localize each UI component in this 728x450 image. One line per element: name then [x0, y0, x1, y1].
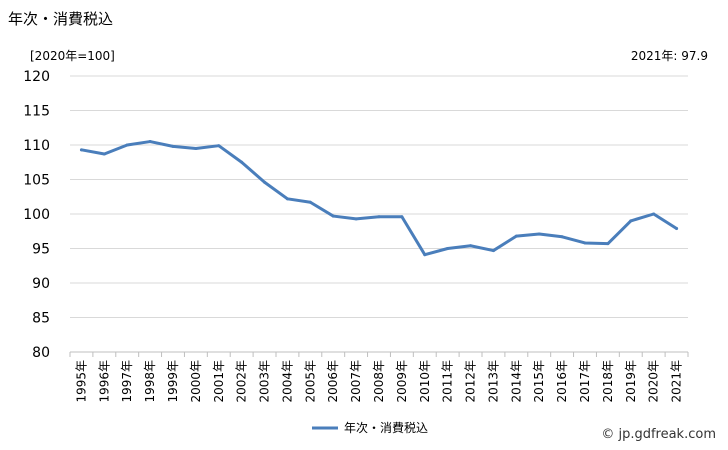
- y-tick-label: 110: [23, 138, 50, 154]
- x-tick-label: 2008年: [372, 360, 386, 403]
- x-tick-label: 2001年: [212, 360, 226, 403]
- data-point: [263, 180, 267, 184]
- x-tick-label: 2002年: [235, 360, 249, 403]
- y-tick-label: 100: [23, 207, 50, 223]
- source-credit: © jp.gdfreak.com: [601, 427, 716, 442]
- x-tick-label: 2005年: [303, 360, 317, 403]
- data-point: [308, 200, 312, 204]
- x-tick-label: 2014年: [509, 360, 523, 403]
- x-tick-label: 2007年: [349, 360, 363, 403]
- x-tick-label: 2019年: [624, 360, 638, 403]
- x-tick-label: 2011年: [441, 360, 455, 403]
- data-point: [423, 253, 427, 257]
- x-tick-label: 2016年: [555, 360, 569, 403]
- x-tick-label: 1995年: [74, 360, 88, 403]
- data-point: [240, 160, 244, 164]
- x-tick-label: 2010年: [418, 360, 432, 403]
- data-point: [354, 217, 358, 221]
- data-point: [675, 226, 679, 230]
- data-point: [79, 148, 83, 152]
- x-tick-label: 2003年: [258, 360, 272, 403]
- x-tick-label: 2004年: [280, 360, 294, 403]
- data-point: [171, 144, 175, 148]
- x-tick-label: 1996年: [97, 360, 111, 403]
- y-tick-label: 95: [32, 242, 50, 258]
- x-tick-label: 2017年: [578, 360, 592, 403]
- data-point: [217, 144, 221, 148]
- data-point: [125, 143, 129, 147]
- x-tick-label: 2000年: [189, 360, 203, 403]
- data-point: [629, 219, 633, 223]
- x-tick-label: 1998年: [143, 360, 157, 403]
- data-point: [583, 241, 587, 245]
- y-tick-label: 90: [32, 276, 50, 292]
- x-tick-label: 2018年: [601, 360, 615, 403]
- data-point: [148, 140, 152, 144]
- data-point: [514, 234, 518, 238]
- x-tick-label: 2013年: [486, 360, 500, 403]
- x-tick-label: 2012年: [464, 360, 478, 403]
- data-point: [377, 215, 381, 219]
- x-tick-label: 1999年: [166, 360, 180, 403]
- data-point: [102, 152, 106, 156]
- data-point: [331, 214, 335, 218]
- y-tick-label: 120: [23, 69, 50, 85]
- unit-label: [2020年=100]: [30, 49, 115, 63]
- x-tick-label: 2006年: [326, 360, 340, 403]
- chart-title: 年次・消費税込: [8, 10, 114, 28]
- latest-value-label: 2021年: 97.9: [630, 49, 708, 63]
- y-tick-label: 105: [23, 173, 50, 189]
- x-tick-label: 1997年: [120, 360, 134, 403]
- x-tick-label: 2009年: [395, 360, 409, 403]
- series-line: [79, 140, 679, 257]
- data-point: [285, 197, 289, 201]
- data-point: [194, 146, 198, 150]
- data-point: [652, 212, 656, 216]
- data-point: [491, 249, 495, 253]
- y-tick-label: 85: [32, 311, 50, 327]
- data-point: [446, 247, 450, 250]
- x-tick-label: 2015年: [532, 360, 546, 403]
- legend-label: 年次・消費税込: [344, 420, 428, 435]
- x-tick-label: 2021年: [670, 360, 684, 403]
- y-tick-label: 115: [23, 104, 50, 120]
- data-point: [469, 244, 473, 248]
- data-point: [560, 235, 564, 239]
- x-tick-label: 2020年: [647, 360, 661, 403]
- data-point: [537, 232, 541, 236]
- y-tick-label: 80: [32, 345, 50, 361]
- data-point: [400, 215, 404, 219]
- data-point: [606, 242, 610, 246]
